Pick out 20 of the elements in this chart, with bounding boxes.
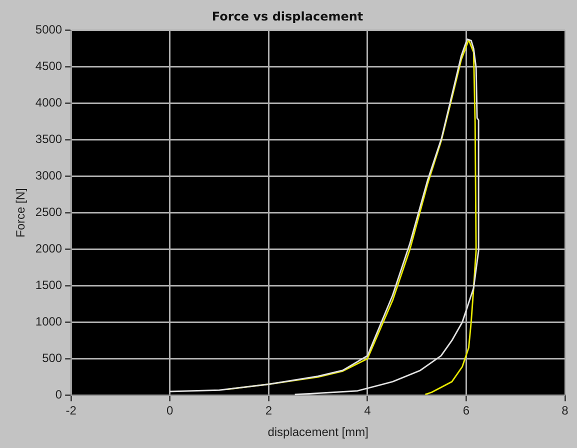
x-tick-label: -2 bbox=[66, 404, 77, 418]
y-tick-label: 2000 bbox=[35, 242, 62, 256]
y-tick-label: 1500 bbox=[35, 278, 62, 292]
x-axis-title: displacement [mm] bbox=[268, 425, 368, 440]
y-tick-label: 5000 bbox=[35, 22, 62, 37]
x-tick-label: 4 bbox=[364, 404, 372, 418]
x-tick-label: 8 bbox=[562, 404, 569, 418]
y-tick-label: 1000 bbox=[35, 314, 62, 329]
y-tick-label: 4500 bbox=[35, 59, 62, 74]
x-tick-label: 0 bbox=[166, 404, 174, 418]
y-tick-label: 3000 bbox=[35, 168, 62, 183]
x-tick-label: 6 bbox=[462, 404, 470, 418]
y-tick-label: 4000 bbox=[35, 96, 62, 110]
chart-title: Force vs displacement bbox=[212, 9, 364, 24]
y-tick-label: 0 bbox=[55, 388, 62, 402]
y-tick-label: 2500 bbox=[35, 205, 62, 220]
y-axis-title: Force [N] bbox=[14, 188, 28, 238]
x-tick-label: 2 bbox=[265, 404, 272, 418]
y-tick-label: 500 bbox=[42, 351, 62, 366]
y-tick-label: 3500 bbox=[35, 132, 62, 146]
